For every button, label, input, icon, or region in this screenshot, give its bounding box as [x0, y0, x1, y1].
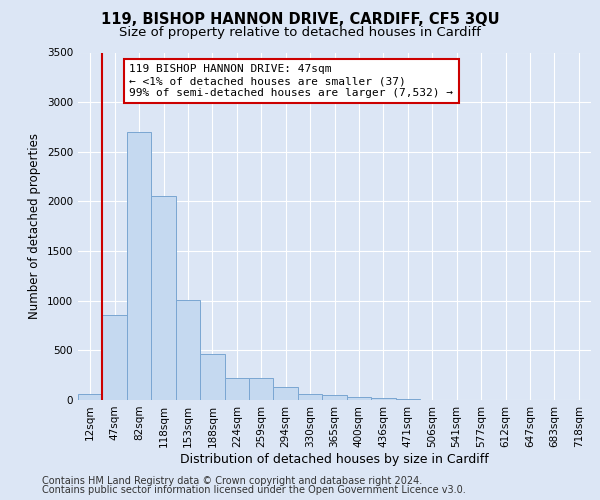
Bar	[249, 378, 274, 400]
Text: Contains HM Land Registry data © Crown copyright and database right 2024.: Contains HM Land Registry data © Crown c…	[42, 476, 422, 486]
Bar	[176, 300, 200, 400]
Bar	[127, 132, 151, 400]
Bar	[274, 387, 298, 400]
Bar	[395, 398, 420, 400]
Text: Size of property relative to detached houses in Cardiff: Size of property relative to detached ho…	[119, 26, 481, 39]
Bar	[322, 394, 347, 400]
X-axis label: Distribution of detached houses by size in Cardiff: Distribution of detached houses by size …	[180, 452, 489, 466]
Y-axis label: Number of detached properties: Number of detached properties	[28, 133, 41, 320]
Bar	[298, 394, 322, 400]
Bar	[371, 398, 395, 400]
Text: 119, BISHOP HANNON DRIVE, CARDIFF, CF5 3QU: 119, BISHOP HANNON DRIVE, CARDIFF, CF5 3…	[101, 12, 499, 26]
Text: 119 BISHOP HANNON DRIVE: 47sqm
← <1% of detached houses are smaller (37)
99% of : 119 BISHOP HANNON DRIVE: 47sqm ← <1% of …	[130, 64, 454, 98]
Bar	[224, 378, 249, 400]
Bar	[78, 394, 103, 400]
Bar	[103, 314, 127, 400]
Text: Contains public sector information licensed under the Open Government Licence v3: Contains public sector information licen…	[42, 485, 466, 495]
Bar	[347, 396, 371, 400]
Bar	[151, 196, 176, 400]
Bar	[200, 354, 224, 400]
